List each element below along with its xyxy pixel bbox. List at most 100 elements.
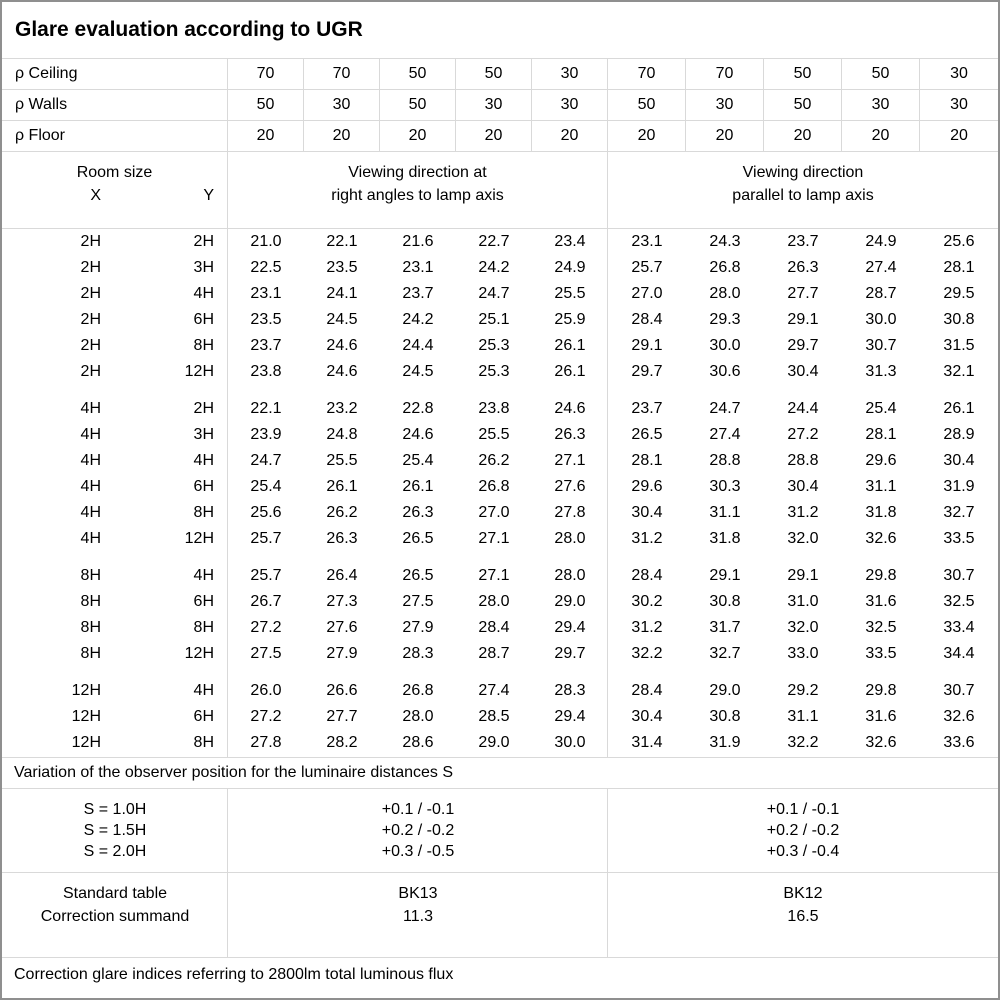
spacer: [214, 255, 228, 281]
ugr-value: 31.3: [865, 363, 897, 380]
ugr-value: 30.4: [787, 363, 819, 380]
ugr-value: 24.6: [402, 426, 434, 443]
room-size-x: 12H: [71, 708, 101, 725]
ugr-row: 12H 8H 27.8 28.2 28.6 29.0 30.0 31.4 31.9 32.2 32.…: [2, 730, 998, 756]
ugr-value: 31.2: [631, 619, 663, 636]
s-distance-label: S = 1.5H: [83, 822, 147, 839]
ugr-value: 25.5: [554, 285, 586, 302]
reflectance-row: ρ Floor 20 20 20 20 20 20 20 20 20 20: [2, 121, 998, 152]
ugr-value: 28.5: [478, 708, 510, 725]
reflectance-value: 20: [532, 121, 608, 151]
room-size-x: 12H: [71, 682, 101, 699]
reflectance-value: 30: [532, 59, 608, 89]
reflectance-value: 20: [304, 121, 380, 151]
ugr-value: 31.5: [943, 337, 975, 354]
ugr-value: 32.7: [709, 645, 741, 662]
reflectance-row: ρ Ceiling 70 70 50 50 30 70 70 50 50 30: [2, 59, 998, 90]
standard-row: Correction summand 11.3 16.5: [2, 905, 998, 928]
ugr-value: 27.8: [554, 504, 586, 521]
xy-header-line: X Y: [2, 184, 227, 207]
room-size-x: 2H: [80, 363, 101, 380]
ugr-value: 29.4: [554, 708, 586, 725]
ugr-row-block: 8H 4H 25.7 26.4 26.5 27.1 28.0 28.4 29.1 29.1 29.8…: [2, 563, 998, 667]
vertical-divider: [227, 789, 228, 872]
ugr-value: 25.6: [943, 233, 975, 250]
ugr-value: 32.6: [865, 530, 897, 547]
ugr-value: 26.6: [326, 682, 358, 699]
ugr-value: 29.7: [631, 363, 663, 380]
ugr-value: 30.7: [865, 337, 897, 354]
ugr-row-block: 12H 4H 26.0 26.6 26.8 27.4 28.3 28.4 29.0 29.2 29.…: [2, 678, 998, 756]
ugr-value: 26.1: [326, 478, 358, 495]
ugr-value: 25.3: [478, 337, 510, 354]
ugr-value: 26.2: [326, 504, 358, 521]
ugr-value: 31.9: [709, 734, 741, 751]
room-size-y: 2H: [193, 233, 214, 250]
ugr-value: 25.1: [478, 311, 510, 328]
ugr-value: 32.2: [631, 645, 663, 662]
ugr-value: 28.7: [478, 645, 510, 662]
ugr-value: 32.6: [943, 708, 975, 725]
s-correction-left: +0.2 / -0.2: [381, 822, 455, 839]
ugr-row: 4H 2H 22.1 23.2 22.8 23.8 24.6 23.7 24.7 24.4 25.4…: [2, 396, 998, 422]
room-size-x: 4H: [80, 426, 101, 443]
room-size-x: 4H: [80, 504, 101, 521]
ugr-value: 32.6: [865, 734, 897, 751]
ugr-value: 26.5: [402, 567, 434, 584]
ugr-value: 21.6: [402, 233, 434, 250]
ugr-value: 28.0: [402, 708, 434, 725]
ugr-value: 24.2: [402, 311, 434, 328]
spacer: [214, 281, 228, 307]
ugr-value: 22.5: [250, 259, 282, 276]
reflectance-value: 30: [686, 90, 764, 120]
right-direction-line2: parallel to lamp axis: [732, 187, 874, 204]
ugr-value: 24.4: [787, 400, 819, 417]
reflectance-value: 30: [532, 90, 608, 120]
ugr-value: 26.8: [402, 682, 434, 699]
ugr-value: 26.8: [478, 478, 510, 495]
ugr-value: 27.7: [326, 708, 358, 725]
s-variation-row: S = 1.5H +0.2 / -0.2 +0.2 / -0.2: [2, 820, 998, 841]
ugr-row: 2H 3H 22.5 23.5 23.1 24.2 24.9 25.7 26.8 26.3 27.4…: [2, 255, 998, 281]
ugr-value: 29.5: [943, 285, 975, 302]
ugr-value: 30.4: [787, 478, 819, 495]
ugr-value: 26.5: [402, 530, 434, 547]
ugr-value: 28.2: [326, 734, 358, 751]
ugr-value: 31.9: [943, 478, 975, 495]
ugr-value: 29.2: [787, 682, 819, 699]
ugr-value: 23.7: [631, 400, 663, 417]
ugr-value: 33.6: [943, 734, 975, 751]
room-size-y: 4H: [193, 682, 214, 699]
s-variation-row: S = 2.0H +0.3 / -0.5 +0.3 / -0.4: [2, 841, 998, 862]
ugr-value: 25.3: [478, 363, 510, 380]
reflectance-value: 30: [842, 90, 920, 120]
ugr-value: 27.0: [478, 504, 510, 521]
ugr-value: 31.1: [787, 708, 819, 725]
ugr-value: 28.3: [554, 682, 586, 699]
ugr-value: 23.2: [326, 400, 358, 417]
s-distance-label: S = 1.0H: [83, 801, 147, 818]
ugr-value: 32.7: [943, 504, 975, 521]
ugr-value: 24.7: [250, 452, 282, 469]
ugr-value: 26.3: [554, 426, 586, 443]
room-size-y: 6H: [193, 478, 214, 495]
ugr-value: 24.7: [709, 400, 741, 417]
ugr-value: 26.3: [326, 530, 358, 547]
ugr-value: 31.8: [709, 530, 741, 547]
ugr-row: 8H 8H 27.2 27.6 27.9 28.4 29.4 31.2 31.7 32.0 32.5…: [2, 615, 998, 641]
ugr-row: 12H 4H 26.0 26.6 26.8 27.4 28.3 28.4 29.0 29.2 29.…: [2, 678, 998, 704]
ugr-value: 31.6: [865, 708, 897, 725]
ugr-value: 27.1: [478, 567, 510, 584]
ugr-value: 27.9: [326, 645, 358, 662]
standard-left-value: BK13: [398, 885, 438, 902]
ugr-value: 27.6: [326, 619, 358, 636]
ugr-value: 29.1: [787, 567, 819, 584]
ugr-value: 27.4: [478, 682, 510, 699]
ugr-value: 32.5: [943, 593, 975, 610]
ugr-value: 25.9: [554, 311, 586, 328]
ugr-value: 29.0: [709, 682, 741, 699]
ugr-value: 32.2: [787, 734, 819, 751]
ugr-value: 22.1: [250, 400, 282, 417]
ugr-value: 24.8: [326, 426, 358, 443]
